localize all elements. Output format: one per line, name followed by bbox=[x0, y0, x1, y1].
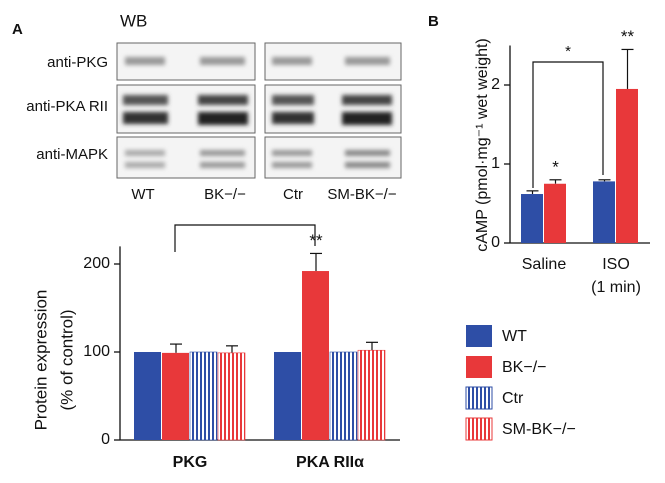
blot-lane-label: SM-BK−/− bbox=[327, 186, 396, 203]
y-tick-label: 1 bbox=[491, 155, 500, 172]
blot-title: WB bbox=[120, 11, 147, 30]
legend-swatch bbox=[466, 325, 492, 347]
y-tick-label: 0 bbox=[491, 234, 500, 251]
y-tick-label: 0 bbox=[101, 431, 110, 448]
comparison-bracket bbox=[174, 224, 316, 252]
x-tick-sublabel: (1 min) bbox=[591, 279, 641, 296]
legend-label: BK−/− bbox=[502, 359, 546, 376]
y-axis-label: (% of control) bbox=[57, 309, 76, 410]
significance-label: ** bbox=[309, 231, 323, 250]
bar bbox=[593, 181, 615, 243]
bar bbox=[162, 352, 189, 440]
x-tick-label: PKG bbox=[173, 454, 208, 471]
x-tick-label: Saline bbox=[522, 256, 567, 273]
bar bbox=[274, 352, 301, 440]
comparison-bracket bbox=[532, 61, 604, 188]
legend-label: SM-BK−/− bbox=[502, 421, 576, 438]
legend-label: WT bbox=[502, 328, 527, 345]
bar bbox=[521, 194, 543, 243]
y-axis-label: cAMP (pmol·mg⁻¹ wet weight) bbox=[474, 38, 491, 252]
x-tick-label: ISO bbox=[602, 256, 630, 273]
legend-swatch bbox=[465, 417, 493, 441]
y-tick-label: 200 bbox=[83, 255, 110, 272]
bar bbox=[302, 271, 329, 440]
blot-row-label: anti-PKG bbox=[47, 54, 108, 71]
blot-lane-label: WT bbox=[131, 186, 154, 203]
blot-image bbox=[116, 42, 402, 179]
y-tick-label: 100 bbox=[83, 343, 110, 360]
bar bbox=[329, 351, 358, 441]
bar bbox=[189, 351, 218, 441]
blot-row-label: anti-MAPK bbox=[36, 146, 108, 163]
y-axis-label: Protein expression bbox=[31, 290, 50, 431]
bar bbox=[357, 349, 386, 441]
legend-label: Ctr bbox=[502, 390, 524, 407]
blot-lane-label: Ctr bbox=[283, 186, 303, 203]
blot-row-label: anti-PKA RII bbox=[26, 98, 108, 115]
bar bbox=[134, 352, 161, 440]
bar bbox=[616, 88, 638, 243]
significance-label: ** bbox=[621, 27, 635, 46]
blot-lane-label: BK−/− bbox=[204, 186, 246, 203]
bracket-label: * bbox=[565, 43, 571, 60]
bar bbox=[544, 183, 566, 243]
y-tick-label: 2 bbox=[491, 76, 500, 93]
bar bbox=[217, 352, 246, 441]
legend-swatch bbox=[465, 386, 493, 410]
x-tick-label: PKA RIIα bbox=[296, 454, 364, 471]
panel-label: B bbox=[428, 13, 439, 30]
panel-label: A bbox=[12, 21, 23, 38]
significance-label: * bbox=[552, 157, 559, 176]
legend-swatch bbox=[466, 356, 492, 378]
